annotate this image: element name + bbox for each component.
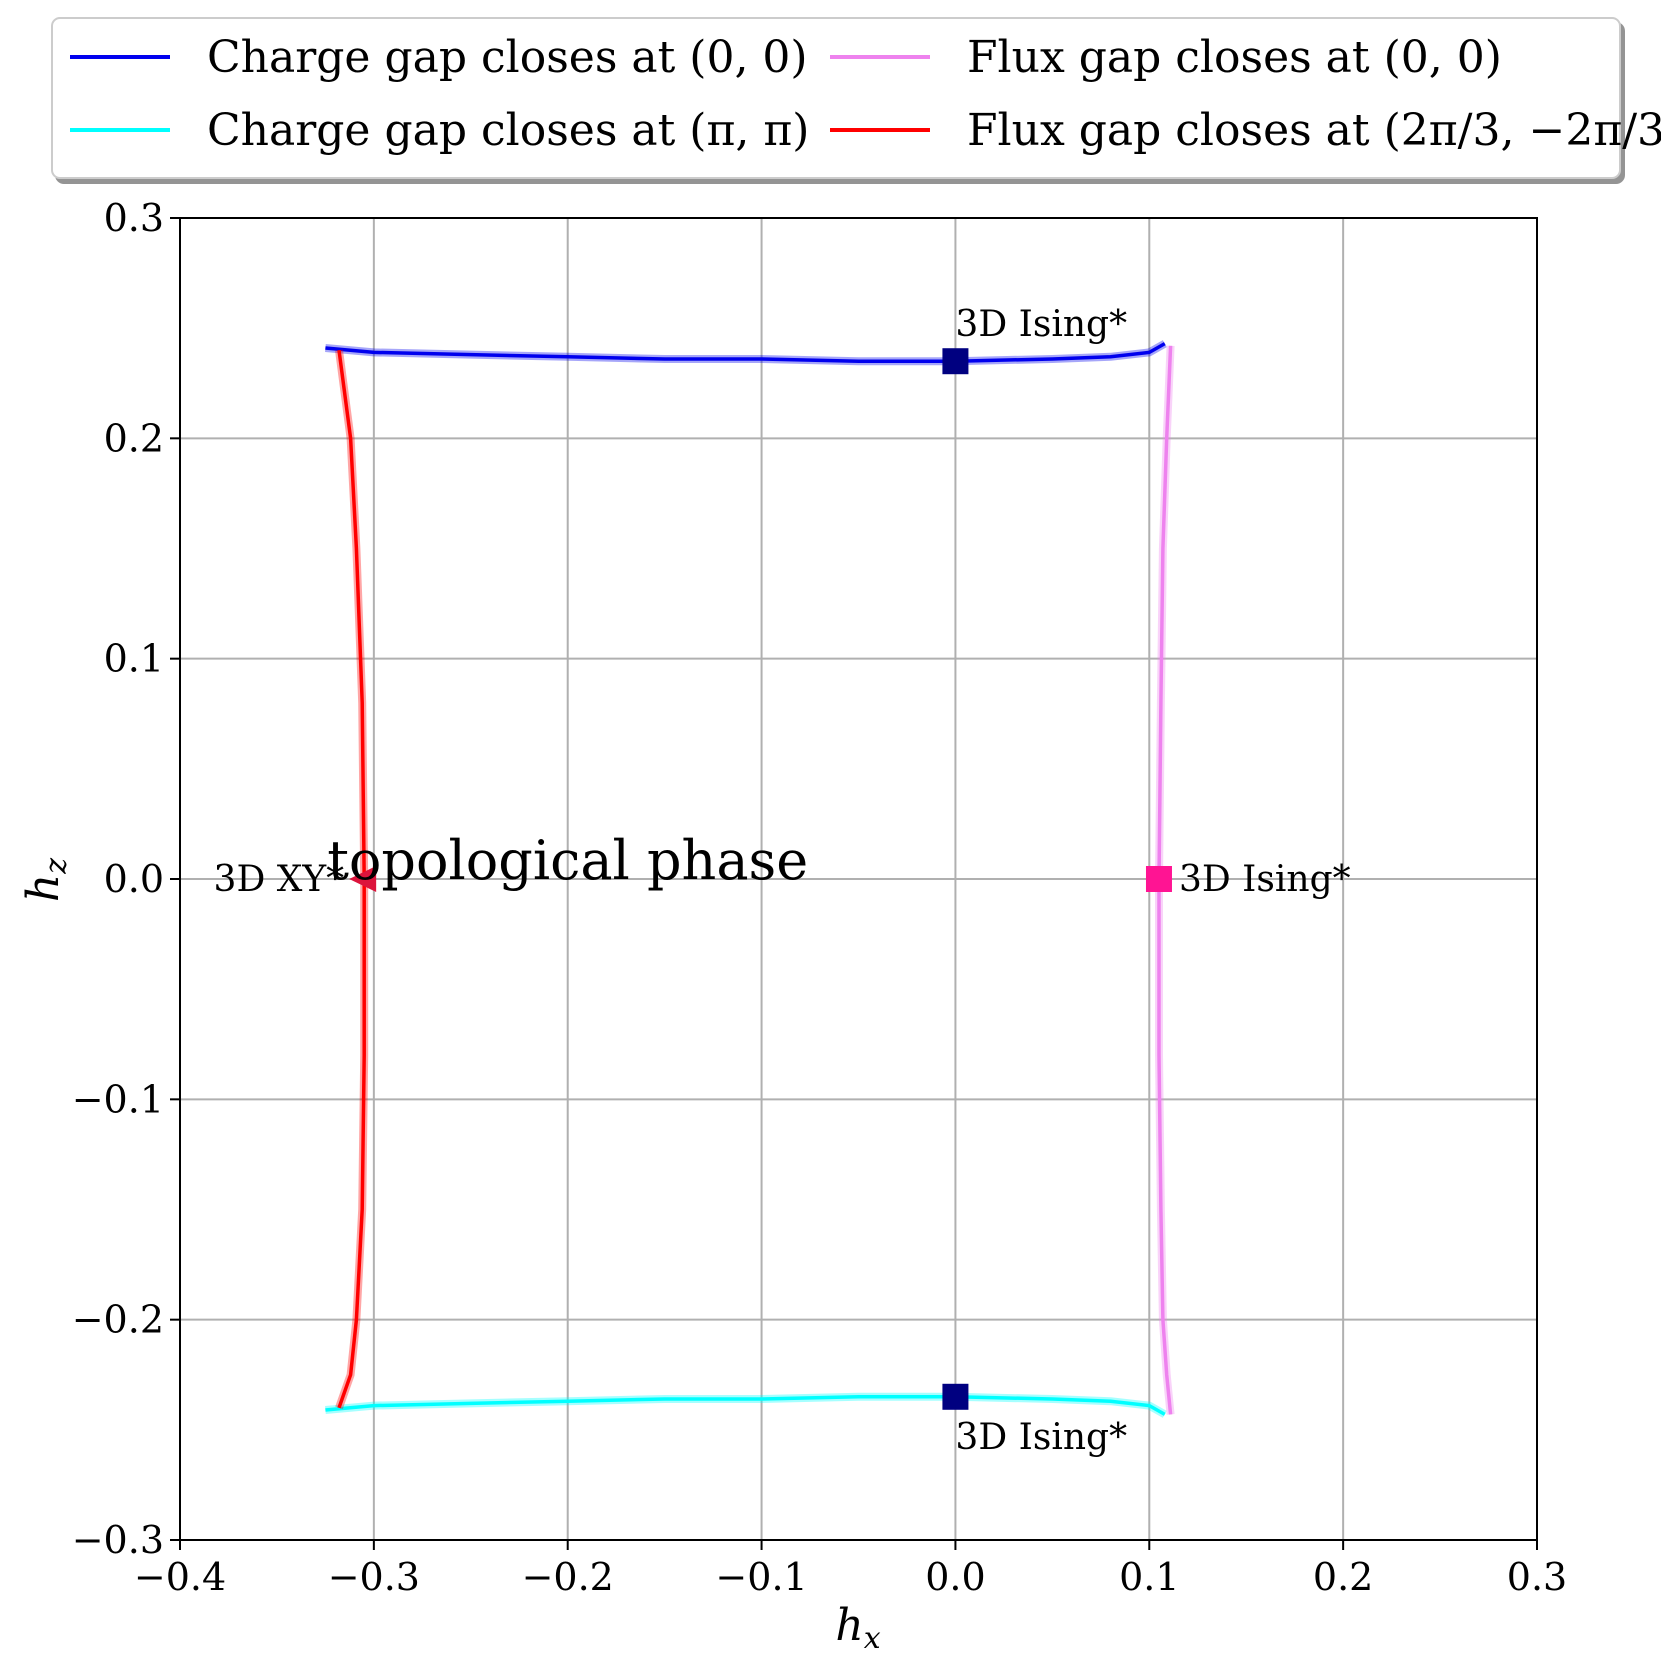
- marker-2: [1145, 866, 1172, 892]
- y-tick-label: 0.3: [104, 196, 164, 240]
- marker-label-1: 3D Ising*: [955, 1417, 1127, 1458]
- y-tick-label: 0.2: [104, 416, 164, 460]
- x-tick-label: −0.1: [715, 1555, 807, 1599]
- x-tick-label: 0.0: [925, 1555, 985, 1599]
- legend-label-2: Flux gap closes at (0, 0): [967, 32, 1502, 83]
- marker-layer: 3D Ising* 3D Ising* 3D Ising* 3D XY*: [214, 304, 1351, 1458]
- annotation-layer: topological phase: [327, 829, 808, 892]
- annotation-0: topological phase: [327, 829, 808, 892]
- y-axis-label: hz: [18, 858, 74, 902]
- legend: Charge gap closes at (0, 0) Charge gap c…: [51, 17, 1661, 179]
- y-tick-label: 0.0: [104, 857, 164, 901]
- legend-label-3: Flux gap closes at (2π/3, −2π/3): [967, 105, 1661, 156]
- y-tick-label: −0.2: [72, 1298, 164, 1342]
- series-layer: [325, 340, 1175, 1418]
- x-tick-label: −0.4: [134, 1555, 226, 1599]
- x-tick-label: 0.1: [1119, 1555, 1179, 1599]
- legend-box: [51, 17, 1621, 179]
- legend-label-0: Charge gap closes at (0, 0): [207, 32, 808, 83]
- x-tick-label: 0.2: [1313, 1555, 1373, 1599]
- x-tick-label: 0.3: [1507, 1555, 1567, 1599]
- marker-label-0: 3D Ising*: [955, 304, 1127, 345]
- series-line-1: [325, 1395, 1166, 1416]
- y-tick-label: 0.1: [104, 637, 164, 681]
- x-axis-label: hx: [835, 1600, 880, 1656]
- y-tick-label: −0.1: [72, 1077, 164, 1121]
- x-tick-label: −0.3: [328, 1555, 420, 1599]
- y-tick-label: −0.3: [72, 1518, 164, 1562]
- marker-0: [942, 348, 969, 375]
- legend-label-1: Charge gap closes at (π, π): [207, 105, 809, 156]
- marker-label-2: 3D Ising*: [1179, 859, 1351, 900]
- ticks: −0.4 −0.3 −0.2 −0.1 0.0 0.1 0.2 0.3−0.3−0.2−0.1…: [72, 196, 1568, 1599]
- series-line-2: [1157, 345, 1173, 1415]
- x-tick-label: −0.2: [522, 1555, 614, 1599]
- plot-area: 3D Ising* 3D Ising* 3D Ising* 3D XY* topolo…: [72, 196, 1568, 1599]
- series-line-0: [325, 342, 1166, 363]
- series-line-3: [337, 349, 366, 1409]
- marker-1: [942, 1383, 969, 1410]
- marker-label-3: 3D XY*: [214, 859, 345, 900]
- marker-3: [349, 866, 377, 892]
